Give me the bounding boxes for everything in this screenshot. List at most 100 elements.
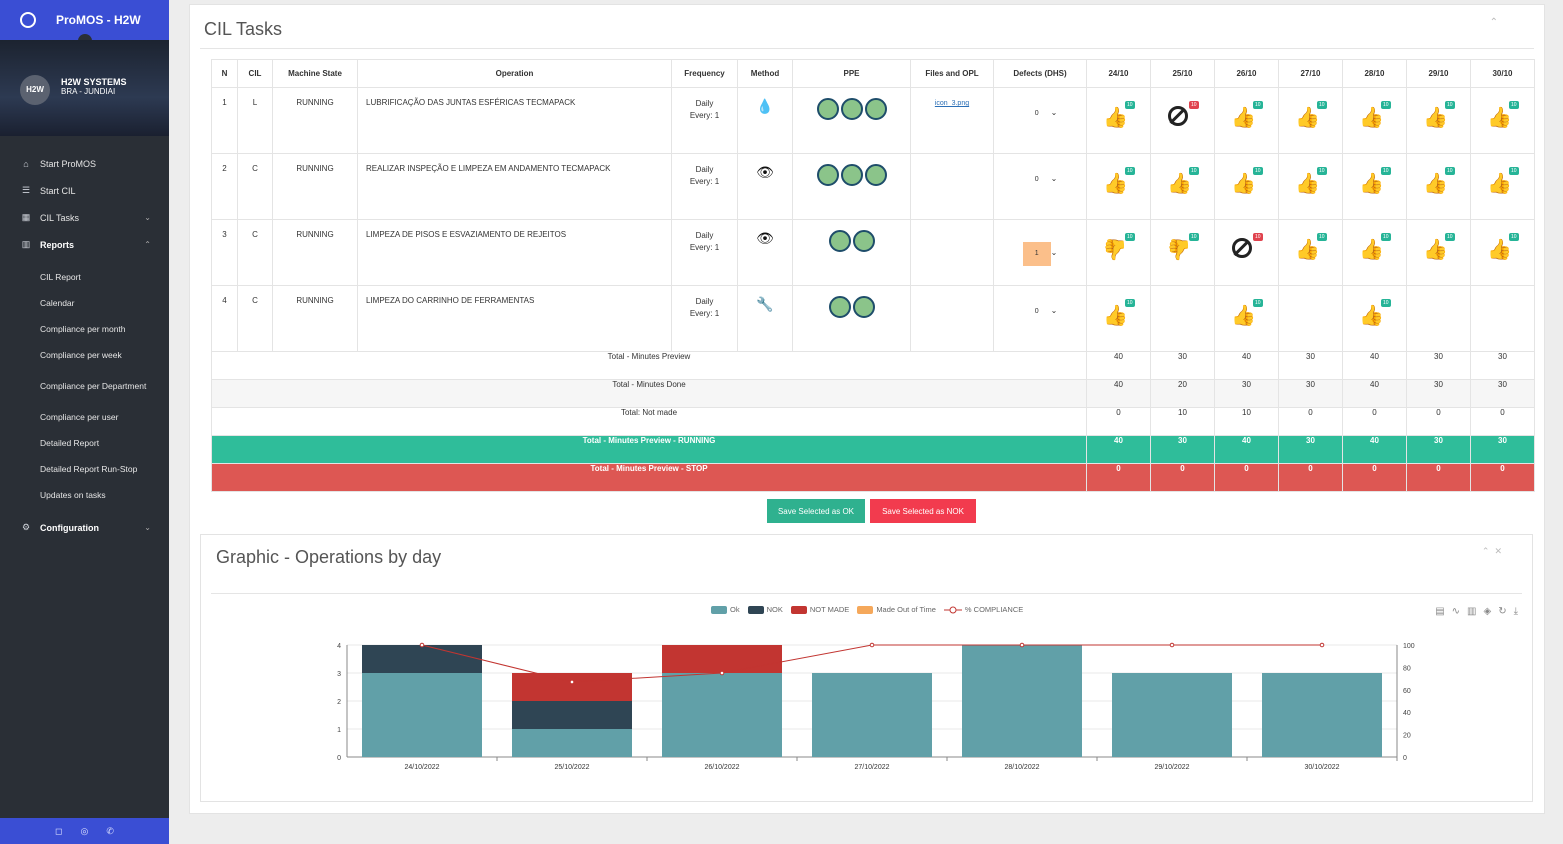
collapse-icon[interactable]: ⌃ [1481,546,1490,556]
operation: LUBRIFICAÇÃO DAS JUNTAS ESFÉRICAS TECMAP… [357,87,672,154]
day-column-header: 29/10 [1406,59,1471,88]
day-status-cell[interactable]: 👍 10 [1278,87,1343,154]
frequency-every: Every: 1 [689,243,720,252]
y-tick-label: 3 [337,671,341,678]
minutes-badge: 10 [1509,233,1519,241]
legend-item[interactable]: NOT MADE [790,605,849,614]
frequency-type: Daily [695,165,714,174]
x-tick-label: 29/10/2022 [1154,764,1189,771]
day-status-cell[interactable]: 👍 10 [1214,153,1279,220]
sidebar-item-reports[interactable]: ▥ Reports ⌃ [21,239,151,250]
day-status-cell[interactable]: 👍 10 [1342,285,1407,352]
sidebar-subitem-cil-report[interactable]: CIL Report [40,272,81,282]
day-status-cell[interactable]: 👍 10 [1342,153,1407,220]
day-status-cell[interactable]: 👍 10 [1406,87,1471,154]
y2-tick-label: 20 [1403,733,1411,740]
minutes-badge: 10 [1253,299,1263,307]
cil-tasks-table: N CIL Machine State Operation Frequency Metho… [211,59,1535,492]
cil-type: L [237,87,273,154]
day-status-cell[interactable]: 10 [1150,87,1215,154]
day-status-cell[interactable]: 👍 10 [1150,219,1215,286]
sidebar-subitem-updates[interactable]: Updates on tasks [40,490,106,500]
day-status-cell[interactable]: 👍 10 [1214,87,1279,154]
day-status-cell[interactable]: 👍 10 [1086,285,1151,352]
column-header: CIL [237,59,273,88]
minutes-badge: 10 [1253,101,1263,109]
sidebar-subitem-detailed-report[interactable]: Detailed Report [40,438,100,448]
day-status-cell[interactable]: 👍 10 [1086,153,1151,220]
sidebar-item-start-promos[interactable]: ⌂ Start ProMOS [0,150,169,177]
save-ok-button[interactable]: Save Selected as OK [767,499,865,523]
defects-select[interactable]: 0 [1023,176,1051,183]
day-status-cell[interactable]: 👍 10 [1470,87,1535,154]
thumbs-up-icon: 👍 [1359,305,1384,327]
sidebar-subitem-detailed-run-stop[interactable]: Detailed Report Run-Stop [40,464,138,474]
totals-value: 30 [1214,379,1279,408]
close-icon[interactable]: ✕ [1494,546,1502,556]
totals-row: Total: Not made 0 10 10 0 0 0 0 [211,407,1535,436]
day-status-cell[interactable]: 👍 10 [1342,219,1407,286]
file-link[interactable]: icon_3.png [934,100,970,107]
defects: 1 ⌄ [993,219,1087,286]
restore-icon[interactable]: ↻ [1498,606,1507,617]
chat-icon[interactable]: ◻ [55,825,63,836]
day-status-cell[interactable]: 👍 10 [1470,153,1535,220]
machine-state: RUNNING [272,285,358,352]
legend-item[interactable]: Ok [711,605,740,614]
defects-select[interactable]: 0 [1023,110,1051,117]
sidebar-subitem-compliance-week[interactable]: Compliance per week [40,350,122,360]
sidebar-item-start-cil[interactable]: ☰ Start CIL [21,185,76,196]
x-tick-label: 26/10/2022 [704,764,739,771]
support-icon[interactable]: ◎ [80,825,89,836]
bar-segment [1112,673,1232,757]
wrench-icon: 🔧 [756,296,774,312]
phone-icon[interactable]: ✆ [106,825,114,836]
legend-item[interactable]: NOK [747,605,783,614]
sidebar-subitem-compliance-user[interactable]: Compliance per user [40,412,119,422]
x-tick-label: 27/10/2022 [854,764,889,771]
bar-chart-icon[interactable]: ▥ [1467,606,1477,617]
download-icon[interactable]: ⤓ [1513,606,1518,617]
method: 👁 [737,153,793,220]
minutes-badge: 10 [1253,233,1263,241]
data-view-icon[interactable]: ▤ [1435,606,1445,617]
day-status-cell[interactable]: 👍 10 [1086,219,1151,286]
page-title: CIL Tasks [204,19,283,39]
totals-value: 40 [1086,351,1151,380]
sidebar-subitem-compliance-month[interactable]: Compliance per month [40,324,126,334]
day-status-cell[interactable]: 👍 10 [1470,219,1535,286]
defects-value: 0 [1034,110,1039,117]
day-status-cell[interactable]: 👍 10 [1214,285,1279,352]
table-header: N CIL Machine State Operation Frequency Metho… [211,59,1535,88]
thumbs-up-icon: 👍 [1359,173,1384,195]
defects-select[interactable]: 1 [1022,242,1051,266]
totals-value: 30 [1406,435,1471,464]
bar-chart-icon: ▥ [21,239,31,249]
sidebar-item-configuration[interactable]: ⚙ Configuration ⌄ [21,522,151,533]
day-status-cell[interactable]: 👍 10 [1342,87,1407,154]
day-status-cell[interactable]: 👍 10 [1278,153,1343,220]
x-tick-label: 30/10/2022 [1304,764,1339,771]
collapse-icon[interactable]: ⌃ [1489,17,1498,28]
save-nok-button[interactable]: Save Selected as NOK [870,499,976,523]
sidebar-subitem-compliance-department[interactable]: Compliance per Department [40,381,147,391]
legend-item[interactable]: % COMPLIANCE [943,605,1023,614]
thumbs-up-icon: 👍 [1167,173,1192,195]
legend-item[interactable]: Made Out of Time [857,605,936,614]
day-status-cell[interactable]: 👍 10 [1406,219,1471,286]
day-status-cell[interactable]: 👍 10 [1150,153,1215,220]
totals-value: 40 [1214,351,1279,380]
sidebar-subitem-calendar[interactable]: Calendar [40,298,75,308]
sidebar-item-cil-tasks[interactable]: ▦ CIL Tasks ⌄ [21,212,151,223]
thumbs-up-icon: 👍 [1103,173,1128,195]
day-status-cell[interactable]: 👍 10 [1278,219,1343,286]
day-status-cell[interactable]: 10 [1214,219,1279,286]
operation: LIMPEZA DE PISOS E ESVAZIAMENTO DE REJEI… [357,219,672,286]
line-chart-icon[interactable]: ∿ [1451,606,1461,617]
defects-select[interactable]: 0 [1023,308,1051,315]
day-status-cell[interactable]: 👍 10 [1406,153,1471,220]
bar-segment [512,701,632,729]
frequency: Daily Every: 1 [671,285,738,352]
day-status-cell[interactable]: 👍 10 [1086,87,1151,154]
stack-icon[interactable]: ◈ [1483,606,1492,617]
